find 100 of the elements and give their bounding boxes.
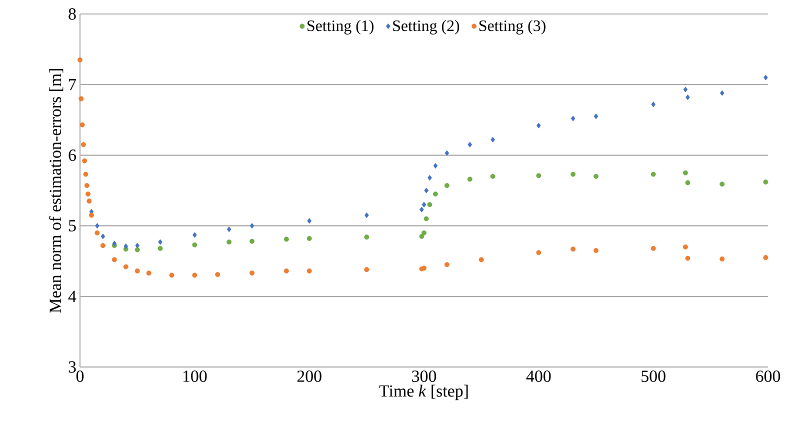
point [135,242,140,248]
point [468,142,472,148]
point [226,226,232,232]
point [419,234,424,239]
point [570,246,576,252]
point [95,223,100,229]
point [651,102,656,108]
point [570,116,576,122]
point [124,243,128,250]
point [284,236,289,242]
x-tick-label: 600 [756,370,780,382]
point [306,236,312,242]
point [650,172,656,177]
point [444,150,450,156]
point [134,268,140,274]
legend-label: Setting (1) [308,20,374,34]
point [490,136,495,142]
point [226,240,232,245]
point [682,244,688,250]
point [536,173,542,178]
point [650,246,656,251]
y-tick-label: 6 [68,150,76,161]
y-tick-label: 5 [68,220,76,232]
x-tick-label: 200 [297,370,322,382]
point [284,268,289,274]
y-tick-label: 8 [68,8,76,20]
point [686,94,690,100]
point [307,218,312,224]
point [594,248,598,254]
y-tick-label: 4 [68,290,76,302]
point [432,192,438,197]
y-tick-label: 7 [69,79,76,90]
point [192,242,198,248]
point [685,256,690,261]
point [422,230,426,236]
point [594,114,598,120]
point [763,255,768,260]
point [306,268,312,274]
legend-label: Setting (3) [479,20,546,34]
x-tick-label: 0 [76,370,84,382]
point [112,257,117,262]
x-tick-label: 500 [642,370,666,382]
point [88,212,94,218]
point [86,192,91,197]
point [80,142,86,148]
point [490,174,496,179]
point [84,183,90,188]
point [764,74,768,80]
point [427,202,432,208]
legend-label: Setting (2) [393,20,460,34]
point [763,180,768,185]
x-tick-label: 400 [526,370,551,382]
x-tick-label: 100 [183,370,207,382]
point [215,272,220,278]
point [158,239,162,245]
x-tick-label: 300 [412,370,436,382]
point [422,266,426,271]
point [192,272,198,278]
point [78,57,82,62]
point [478,257,484,262]
point [683,86,688,92]
point [80,122,85,128]
y-tick-label: 3 [68,361,76,373]
point [720,90,724,96]
point [134,247,140,252]
point [364,234,370,240]
point [112,240,117,246]
point [364,267,370,272]
point [250,238,254,244]
point [82,158,88,164]
point [94,230,100,236]
point [250,270,254,276]
point [100,234,106,240]
point [433,162,438,169]
point [169,272,174,278]
point [570,172,576,177]
point [444,262,450,268]
point [444,183,450,188]
point [536,250,542,256]
point [422,202,426,208]
point [720,182,725,187]
point [123,264,128,270]
point [86,198,92,204]
point [467,176,472,182]
point [720,256,725,262]
point [682,170,688,176]
point [250,223,254,229]
point [420,206,424,212]
x-axis-title: Time k [step] [379,384,468,400]
point [192,232,197,238]
point [594,174,598,179]
point [424,188,428,194]
point [536,122,541,128]
y-axis-title: Mean norm of estimation-errors [m] [48,68,64,313]
point [100,243,106,248]
point [78,96,84,102]
point [146,270,152,276]
point [83,172,88,177]
point [424,216,429,222]
point [685,180,690,186]
